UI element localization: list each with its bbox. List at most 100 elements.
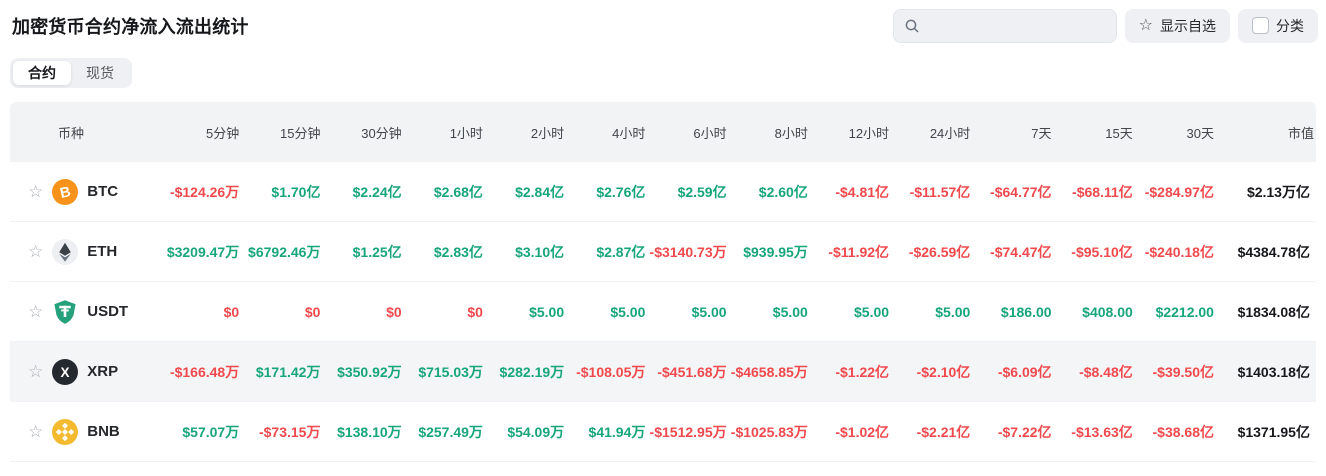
column-header[interactable]: 2小时	[530, 125, 565, 141]
favorite-star-icon[interactable]: ☆	[28, 242, 44, 261]
market-cap-cell: $2.13万亿	[1246, 183, 1310, 200]
value-cell: $3209.47万	[166, 243, 240, 260]
value-cell: $5.00	[935, 303, 971, 320]
favorite-star-icon[interactable]: ☆	[28, 422, 44, 441]
value-cell: -$1025.83万	[730, 423, 808, 440]
value-cell: -$1.02亿	[835, 423, 890, 440]
value-cell: -$11.57亿	[909, 183, 971, 200]
value-cell: -$2.21亿	[916, 423, 971, 440]
value-cell: $715.03万	[418, 363, 483, 380]
column-header[interactable]: 6小时	[693, 125, 727, 141]
value-cell: -$240.18亿	[1144, 243, 1214, 260]
value-cell: -$1512.95万	[649, 423, 727, 440]
column-header[interactable]: 30天	[1186, 125, 1214, 141]
table-row-btc[interactable]: ☆ B BTC -$124.26万 $1.70亿 $2.24亿 $2.68亿 $2.84亿 $2…	[10, 162, 1316, 222]
value-cell: $2.60亿	[758, 183, 808, 200]
coin-symbol: BTC	[87, 183, 119, 200]
value-cell: $0	[223, 303, 240, 320]
value-cell: $138.10万	[337, 423, 402, 440]
show-favorites-button[interactable]: ☆ 显示自选	[1124, 8, 1230, 43]
value-cell: $171.42万	[255, 363, 321, 380]
value-cell: $282.19万	[499, 363, 565, 380]
value-cell: -$108.05万	[576, 363, 646, 380]
coin-cell: ☆ ETH	[10, 238, 160, 265]
table-row-eth[interactable]: ☆ ETH $3209.47万 $6792.46万 $1.25亿 $2.83亿 $3.10亿…	[10, 222, 1316, 282]
column-header[interactable]: 1小时	[449, 125, 483, 141]
search-icon	[905, 19, 919, 33]
coin-cell: ☆ BNB	[10, 418, 160, 445]
market-cap-cell: $4384.78亿	[1237, 243, 1310, 260]
table-row-usdt[interactable]: ☆ USDT $0 $0 $0 $0 $5.00 $5.00 $5.00 $5.00 $5.00 $5…	[10, 282, 1316, 342]
value-cell: $2.68亿	[433, 183, 483, 200]
xrp-coin-icon: X	[52, 358, 79, 385]
value-cell: $57.07万	[182, 423, 240, 440]
value-cell: $5.00	[854, 303, 890, 320]
column-header[interactable]: 12小时	[848, 125, 890, 141]
column-header[interactable]: 4小时	[612, 125, 646, 141]
column-header[interactable]: 币种	[58, 125, 85, 141]
value-cell: -$39.50亿	[1152, 363, 1214, 380]
value-cell: $408.00	[1082, 303, 1133, 320]
value-cell: $2212.00	[1155, 303, 1214, 320]
column-header[interactable]: 7天	[1031, 125, 1052, 141]
value-cell: $2.76亿	[596, 183, 646, 200]
tab-spot[interactable]: 现货	[71, 61, 129, 85]
tab-contracts[interactable]: 合约	[13, 61, 71, 85]
value-cell: $3.10亿	[515, 243, 565, 260]
value-cell: $2.83亿	[433, 243, 483, 260]
btc-coin-icon: B	[52, 178, 79, 205]
column-header[interactable]: 市值	[1287, 125, 1314, 141]
table-row-xrp[interactable]: ☆ X XRP -$166.48万 $171.42万 $350.92万 $715.03万 $2…	[10, 342, 1316, 402]
coin-cell: ☆ USDT	[10, 299, 160, 325]
market-cap-cell: $1834.08亿	[1237, 303, 1310, 320]
value-cell: $0	[304, 303, 321, 320]
show-favorites-label: 显示自选	[1160, 17, 1216, 34]
value-cell: -$13.63亿	[1071, 423, 1133, 440]
category-label: 分类	[1276, 17, 1304, 34]
column-header[interactable]: 24小时	[929, 125, 971, 141]
value-cell: -$95.10亿	[1071, 243, 1133, 260]
favorite-star-icon[interactable]: ☆	[28, 302, 44, 321]
value-cell: $2.87亿	[596, 243, 646, 260]
eth-coin-icon	[52, 238, 79, 265]
value-cell: $5.00	[610, 303, 646, 320]
column-header[interactable]: 15分钟	[279, 125, 321, 141]
value-cell: -$68.11亿	[1072, 183, 1133, 200]
value-cell: -$64.77亿	[990, 183, 1052, 200]
column-header[interactable]: 30分钟	[361, 125, 402, 141]
value-cell: $0	[467, 303, 483, 320]
value-cell: -$1.22亿	[835, 363, 890, 380]
table-header-row: 币种 5分钟 15分钟 30分钟 1小时 2小时 4小时 6小时 8小时 12小时 24小时 7天 15…	[10, 102, 1316, 162]
topbar-actions: ☆ 显示自选 分类	[892, 8, 1318, 43]
value-cell: $1.70亿	[271, 183, 321, 200]
app: 加密货币合约净流入流出统计 ☆ 显示自选 分类 合约 现货 币种 5分钟 15分钟 30…	[10, 8, 1318, 462]
bnb-coin-icon	[52, 418, 79, 445]
value-cell: -$124.26万	[169, 183, 240, 200]
value-cell: -$6.09亿	[997, 363, 1052, 380]
column-header[interactable]: 15天	[1105, 125, 1133, 141]
favorite-star-icon[interactable]: ☆	[28, 362, 44, 381]
value-cell: $5.00	[529, 303, 565, 320]
value-cell: -$284.97亿	[1144, 183, 1214, 200]
table-row-bnb[interactable]: ☆ BNB $57.07万 -$73.15万 $138.10万 $257.49万 $54.0…	[10, 402, 1316, 462]
value-cell: -$8.48亿	[1079, 363, 1133, 380]
coin-cell: ☆ X XRP	[10, 358, 160, 385]
market-cap-cell: $1371.95亿	[1237, 423, 1310, 440]
value-cell: $186.00	[1000, 303, 1052, 320]
column-header[interactable]: 5分钟	[205, 125, 240, 141]
category-button[interactable]: 分类	[1238, 8, 1318, 43]
favorite-star-icon[interactable]: ☆	[28, 182, 44, 201]
coin-symbol: BNB	[87, 423, 120, 440]
svg-text:X: X	[61, 364, 70, 379]
column-header[interactable]: 8小时	[774, 125, 808, 141]
coin-symbol: XRP	[87, 363, 119, 380]
value-cell: $6792.46万	[248, 243, 321, 260]
svg-text:B: B	[59, 184, 73, 202]
value-cell: -$451.68万	[657, 363, 727, 380]
value-cell: -$26.59亿	[908, 243, 971, 260]
search-input[interactable]	[925, 17, 1106, 34]
value-cell: -$38.68亿	[1152, 423, 1214, 440]
value-cell: -$4.81亿	[835, 183, 890, 200]
value-cell: $2.59亿	[677, 183, 727, 200]
search-box[interactable]	[892, 8, 1117, 43]
